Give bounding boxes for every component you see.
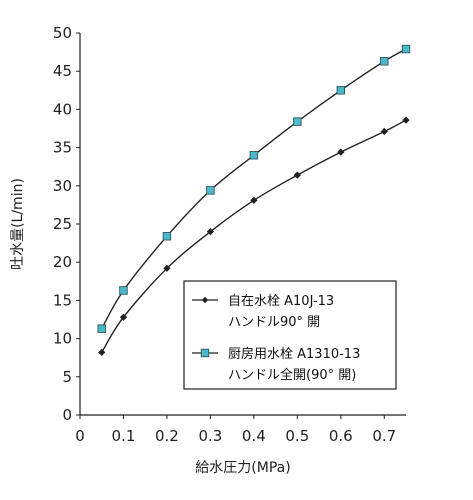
series-1-point bbox=[250, 196, 258, 204]
legend-marker-series-1 bbox=[201, 296, 209, 304]
series-2-point bbox=[401, 44, 411, 54]
x-tick-label: 0.6 bbox=[329, 427, 353, 445]
legend-label-series-1-line-2: ハンドル90° 開 bbox=[228, 315, 320, 330]
y-tick-label: 10 bbox=[53, 330, 72, 348]
x-axis-label: 給水圧力(MPa) bbox=[195, 460, 290, 476]
y-tick-label: 30 bbox=[53, 177, 72, 195]
y-tick-label: 25 bbox=[53, 215, 72, 233]
y-tick-label: 15 bbox=[53, 291, 72, 309]
series-2-point bbox=[162, 232, 172, 241]
axes bbox=[76, 32, 406, 419]
series-2-point bbox=[119, 286, 128, 295]
y-tick-label: 35 bbox=[53, 139, 72, 157]
y-tick-labels: 0 5 10 15 20 25 30 35 40 45 50 bbox=[53, 24, 72, 424]
series-1-point bbox=[402, 116, 410, 124]
x-tick-label: 0.1 bbox=[112, 427, 136, 445]
y-axis-label: 吐水量(L/min) bbox=[10, 178, 26, 270]
series-1-point bbox=[206, 228, 215, 236]
y-tick-label: 5 bbox=[62, 368, 72, 386]
x-tick-label: 0.5 bbox=[285, 427, 309, 445]
x-tick-label: 0.3 bbox=[198, 427, 222, 445]
y-tick-label: 45 bbox=[53, 62, 72, 80]
series-1-point bbox=[380, 127, 388, 136]
series-2-point bbox=[249, 151, 259, 160]
series-1-point bbox=[98, 348, 106, 356]
legend-box bbox=[183, 280, 397, 390]
legend-label-series-1-line-1: 自在水栓 A10J-13 bbox=[228, 294, 334, 309]
series-2-point bbox=[206, 186, 215, 195]
x-tick-label: 0.7 bbox=[372, 427, 396, 445]
x-tick-labels: 0 0.1 0.2 0.3 0.4 0.5 0.6 0.7 bbox=[75, 427, 396, 445]
legend: 自在水栓 A10J-13 ハンドル90° 開 厨房用水栓 A1310-13 ハン… bbox=[183, 280, 397, 390]
legend-marker-series-2 bbox=[200, 348, 210, 358]
x-tick-label: 0.4 bbox=[242, 427, 266, 445]
series-2-point bbox=[380, 57, 389, 66]
series-2-point bbox=[97, 324, 106, 333]
x-tick-label: 0.2 bbox=[155, 427, 179, 445]
series-2-point bbox=[293, 117, 302, 126]
y-tick-label: 50 bbox=[53, 24, 72, 42]
series-2-point bbox=[336, 86, 345, 95]
series-1-point bbox=[293, 171, 301, 179]
y-tick-label: 0 bbox=[62, 406, 72, 424]
series-markers bbox=[97, 44, 411, 356]
series-1-point bbox=[337, 148, 345, 156]
legend-label-series-2-line-2: ハンドル全開(90° 開) bbox=[228, 367, 356, 383]
y-tick-label: 20 bbox=[53, 253, 72, 271]
series-1-point bbox=[163, 264, 171, 272]
series-1-point bbox=[119, 313, 128, 321]
legend-label-series-2-line-1: 厨房用水栓 A1310-13 bbox=[228, 346, 360, 362]
x-tick-label: 0 bbox=[75, 427, 85, 445]
y-tick-label: 40 bbox=[53, 100, 72, 118]
